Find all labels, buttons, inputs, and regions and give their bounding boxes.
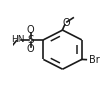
Text: O: O bbox=[62, 18, 70, 28]
Text: O: O bbox=[27, 25, 34, 35]
Text: Br: Br bbox=[89, 55, 100, 65]
Text: HN: HN bbox=[11, 35, 25, 44]
Text: O: O bbox=[27, 44, 34, 54]
Text: S: S bbox=[27, 35, 34, 45]
